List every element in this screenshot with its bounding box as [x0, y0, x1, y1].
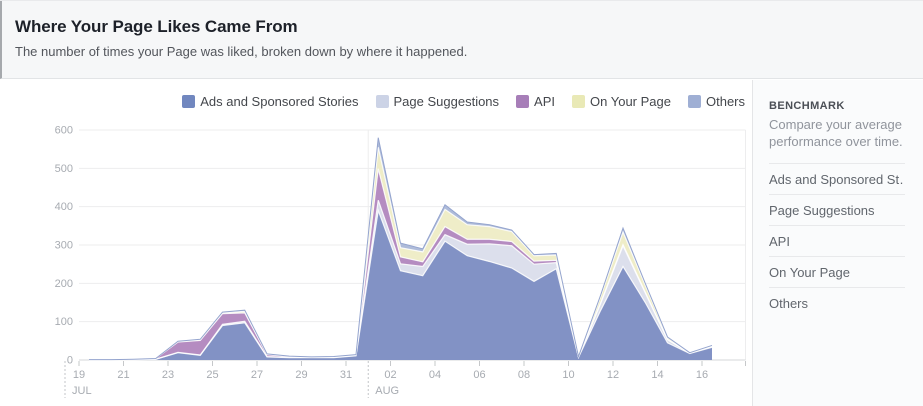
benchmark-item-ads-and-sponsored-stories[interactable]: Ads and Sponsored St…	[769, 162, 905, 194]
legend-swatch-ads-icon	[182, 95, 196, 108]
x-axis-label-14: 14	[651, 369, 663, 381]
legend-swatch-page-suggestions-icon	[375, 95, 389, 108]
legend-label: API	[534, 94, 556, 109]
y-axis-label-0: 0	[67, 355, 73, 367]
x-axis-label-23: 23	[162, 369, 174, 381]
x-axis-label-04: 04	[429, 369, 441, 381]
area-ads-and-sponsored-stories	[89, 210, 712, 360]
legend-item-api[interactable]: API	[516, 94, 555, 109]
legend-item-on-your-page[interactable]: On Your Page	[572, 94, 671, 109]
y-axis-label-600: 600	[55, 125, 73, 137]
edge-total	[89, 137, 713, 361]
y-axis-label-100: 100	[55, 316, 73, 328]
y-axis-label-500: 500	[55, 163, 73, 175]
benchmark-sidebar: BENCHMARK Compare your average performan…	[752, 80, 923, 406]
benchmark-item-others[interactable]: Others	[769, 286, 905, 318]
y-axis-label-300: 300	[55, 240, 73, 252]
x-axis-label-21: 21	[117, 369, 129, 381]
legend-item-page-suggestions[interactable]: Page Suggestions	[375, 94, 500, 109]
legend-swatch-others-icon	[687, 95, 701, 108]
benchmark-title: BENCHMARK	[769, 100, 845, 112]
edge-api	[89, 168, 713, 361]
page-title: Where Your Page Likes Came From	[15, 17, 298, 36]
legend-item-others[interactable]: Others	[687, 94, 745, 109]
page-subtitle: The number of times your Page was liked,…	[15, 44, 468, 59]
y-axis-label-200: 200	[55, 278, 73, 290]
benchmark-item-api[interactable]: API	[769, 224, 905, 256]
x-axis-label-31: 31	[340, 369, 352, 381]
benchmark-description: Compare your average performance over ti…	[769, 117, 903, 149]
x-axis-label-16: 16	[696, 369, 708, 381]
legend-item-ads-and-sponsored-stories[interactable]: Ads and Sponsored Stories	[182, 94, 359, 109]
x-axis-label-08: 08	[518, 369, 530, 381]
chart-legend: Ads and Sponsored Stories Page Suggestio…	[182, 94, 745, 109]
x-axis-label-25: 25	[206, 369, 218, 381]
likes-area-chart[interactable]: 0 100 200 300 400 500 600 19 21 23 25 27 29 31 02 04 06 0…	[0, 80, 752, 406]
card-header: Where Your Page Likes Came From The numb…	[0, 1, 923, 79]
x-axis-label-19: 19	[73, 369, 85, 381]
x-axis-label-10: 10	[562, 369, 574, 381]
month-label-jul: JUL	[72, 385, 92, 397]
legend-swatch-on-your-page-icon	[572, 95, 586, 108]
x-axis-label-29: 29	[295, 369, 307, 381]
month-label-aug: AUG	[375, 385, 399, 397]
legend-label: Others	[705, 94, 745, 109]
legend-swatch-api-icon	[516, 95, 530, 108]
card-body: Ads and Sponsored Stories Page Suggestio…	[0, 80, 923, 406]
y-axis-label-400: 400	[55, 201, 73, 213]
x-axis-label-12: 12	[607, 369, 619, 381]
x-axis-label-02: 02	[384, 369, 396, 381]
x-axis-label-06: 06	[473, 369, 485, 381]
area-on-your-page	[89, 147, 712, 360]
benchmark-item-on-your-page[interactable]: On Your Page	[769, 255, 905, 287]
legend-label: Ads and Sponsored Stories	[200, 94, 359, 109]
chart-panel: Ads and Sponsored Stories Page Suggestio…	[0, 80, 752, 406]
legend-label: Page Suggestions	[393, 94, 500, 109]
x-axis-label-27: 27	[251, 369, 263, 381]
legend-label: On Your Page	[590, 94, 671, 109]
benchmark-item-page-suggestions[interactable]: Page Suggestions	[769, 193, 905, 225]
